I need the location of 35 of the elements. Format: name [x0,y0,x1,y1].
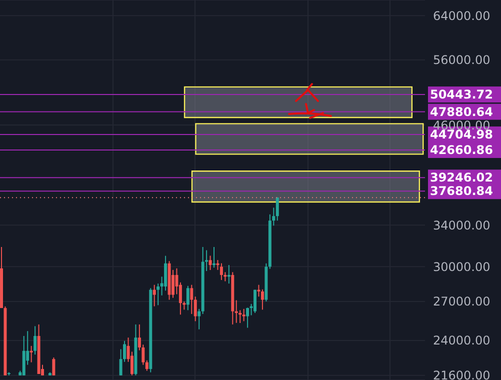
y-tick-label: 56000.00 [433,53,490,68]
y-tick-label: 30000.00 [433,260,490,274]
candlestick [145,360,148,372]
candlestick [227,264,230,284]
candlestick [208,255,212,271]
candlestick [234,300,238,324]
candlestick [254,289,257,314]
candlestick [30,345,33,363]
ref-line-label: 42660.86 [430,142,493,157]
candlestick [257,284,260,298]
y-tick-label: 64000.00 [433,8,490,23]
candlestick [212,246,216,268]
candlestick [260,288,264,310]
y-tick-label: 27000.00 [433,294,490,309]
candlestick [242,308,246,322]
candlestick [276,196,279,222]
candlestick [220,262,223,280]
y-tick-label: 24000.00 [433,334,490,348]
ref-line-label: 50443.72 [430,87,493,102]
candlestick [216,260,220,270]
ref-line-label: 39246.02 [430,170,493,185]
candlestick [194,296,197,322]
candlestick [52,356,56,376]
candlestick [34,326,37,356]
y-tick-label: 34000.00 [433,218,490,232]
candlestick [152,284,156,307]
ref-line-label: 37680.84 [430,184,493,198]
candlestick [156,283,160,306]
candlestick [186,285,190,311]
candlestick [190,284,194,314]
candlestick [164,255,168,292]
candlestick [246,307,250,328]
y-tick-label: 21600.00 [433,368,490,380]
ref-line-label: 47880.64 [430,104,493,119]
candlestick [198,308,201,330]
